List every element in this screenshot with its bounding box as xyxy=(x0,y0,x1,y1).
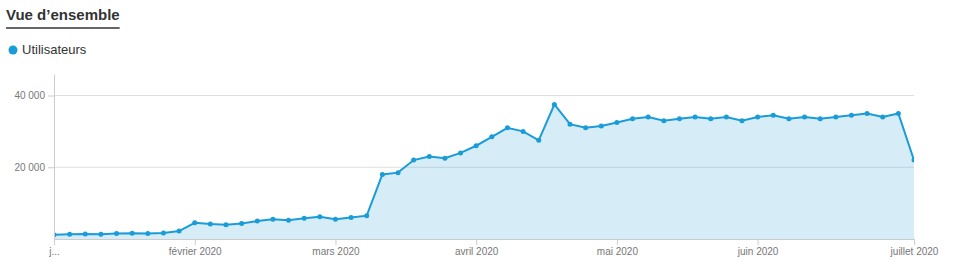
point xyxy=(630,116,635,121)
marks xyxy=(54,102,914,239)
point xyxy=(411,158,416,163)
point xyxy=(208,221,213,226)
point xyxy=(771,113,776,118)
point xyxy=(145,231,150,236)
point xyxy=(442,156,447,161)
point xyxy=(317,214,322,219)
x-axis-line xyxy=(55,239,915,240)
x-tick-mark xyxy=(54,239,55,245)
point xyxy=(333,217,338,222)
x-tick-mark xyxy=(335,239,336,245)
point xyxy=(614,120,619,125)
y-tick-mark xyxy=(48,96,54,97)
point xyxy=(114,231,119,236)
point xyxy=(568,122,573,127)
x-tick-label: j... xyxy=(48,246,60,257)
point xyxy=(693,115,698,120)
point xyxy=(364,213,369,218)
point xyxy=(818,116,823,121)
point xyxy=(177,229,182,234)
point xyxy=(224,222,229,227)
x-tick: mai 2020 xyxy=(597,239,639,257)
y-tick-label: 20 000 xyxy=(14,162,45,173)
point xyxy=(130,231,135,236)
x-tick-mark xyxy=(195,239,196,245)
point xyxy=(708,116,713,121)
x-tick: avril 2020 xyxy=(455,239,499,257)
point xyxy=(270,217,275,222)
point xyxy=(677,116,682,121)
point xyxy=(255,219,260,224)
point xyxy=(896,111,901,116)
point xyxy=(67,232,72,237)
markers xyxy=(54,102,914,237)
point xyxy=(833,115,838,120)
legend-swatch xyxy=(9,46,18,55)
x-tick: juin 2020 xyxy=(737,239,779,257)
chart: 20 000 40 000 j... février 2020 mars 2020 avr… xyxy=(0,0,956,265)
x-tick: j... xyxy=(48,239,60,257)
y-tick-label: 40 000 xyxy=(14,90,45,101)
point xyxy=(583,125,588,130)
point xyxy=(380,172,385,177)
x-tick-label: mai 2020 xyxy=(597,246,639,257)
x-tick: mars 2020 xyxy=(312,239,360,257)
x-tick-mark xyxy=(476,239,477,245)
x-axis: j... février 2020 mars 2020 avril 2020 mai 2… xyxy=(48,239,939,257)
x-tick-label: février 2020 xyxy=(169,246,222,257)
y-tick: 40 000 xyxy=(14,90,54,101)
point xyxy=(740,118,745,123)
y-tick-mark xyxy=(48,167,54,168)
point xyxy=(349,215,354,220)
point xyxy=(880,115,885,120)
point xyxy=(286,218,291,223)
x-tick-label: avril 2020 xyxy=(455,246,499,257)
plot: 20 000 40 000 j... février 2020 mars 2020 avr… xyxy=(14,75,938,258)
x-tick-mark xyxy=(758,239,759,245)
point xyxy=(661,118,666,123)
x-tick-mark xyxy=(914,239,915,245)
legend-label: Utilisateurs xyxy=(22,42,87,57)
point xyxy=(849,113,854,118)
point xyxy=(98,232,103,237)
point xyxy=(458,150,463,155)
point xyxy=(192,220,197,225)
point xyxy=(521,129,526,134)
legend: Utilisateurs xyxy=(9,42,87,57)
x-tick: juillet 2020 xyxy=(890,239,939,257)
point xyxy=(239,221,244,226)
point xyxy=(865,111,870,116)
x-tick-label: juillet 2020 xyxy=(890,246,939,257)
point xyxy=(552,102,557,107)
grid-line xyxy=(54,95,914,96)
point xyxy=(396,170,401,175)
point xyxy=(912,158,915,163)
point xyxy=(505,125,510,130)
point xyxy=(427,154,432,159)
point xyxy=(802,115,807,120)
line xyxy=(54,104,914,234)
point xyxy=(786,116,791,121)
y-axis: 20 000 40 000 xyxy=(14,75,54,240)
point xyxy=(646,115,651,120)
point xyxy=(83,231,88,236)
y-axis-line xyxy=(54,75,55,240)
point xyxy=(536,138,541,143)
point xyxy=(161,230,166,235)
x-tick-label: mars 2020 xyxy=(312,246,360,257)
point xyxy=(489,134,494,139)
x-tick-mark xyxy=(617,239,618,245)
point xyxy=(599,124,604,129)
point xyxy=(474,143,479,148)
legend-item: Utilisateurs xyxy=(9,42,87,57)
title-underline xyxy=(6,27,120,29)
point xyxy=(724,115,729,120)
point xyxy=(755,115,760,120)
y-tick: 20 000 xyxy=(14,162,54,173)
area xyxy=(54,104,914,239)
x-tick-label: juin 2020 xyxy=(737,246,779,257)
point xyxy=(302,216,307,221)
title: Vue d’ensemble xyxy=(6,6,120,23)
x-tick: février 2020 xyxy=(169,239,222,257)
